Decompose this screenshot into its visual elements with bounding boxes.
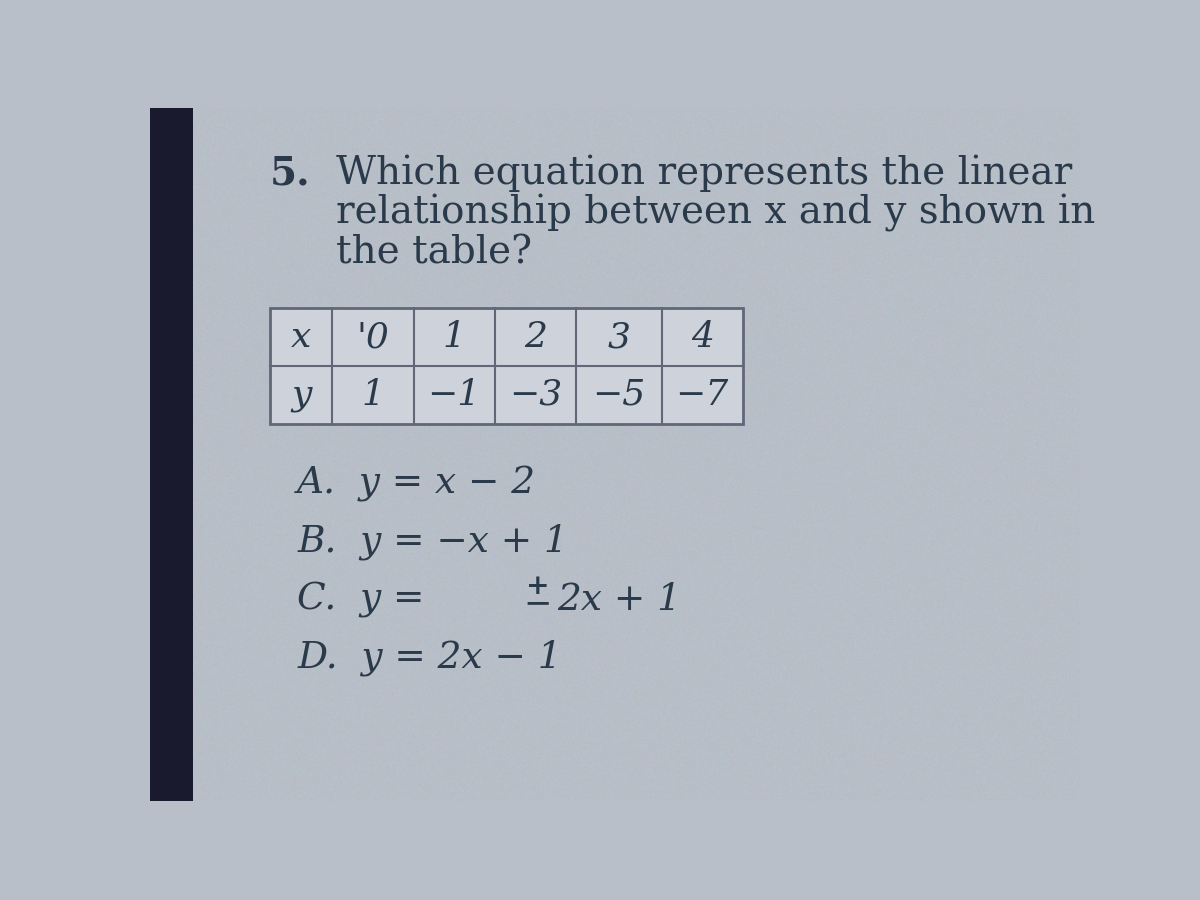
Text: 4: 4 bbox=[691, 320, 714, 354]
Text: Which equation represents the linear: Which equation represents the linear bbox=[336, 154, 1073, 192]
Text: y: y bbox=[290, 378, 311, 412]
Text: the table?: the table? bbox=[336, 234, 532, 271]
Text: '0: '0 bbox=[356, 320, 389, 354]
Text: D.  y = 2x − 1: D. y = 2x − 1 bbox=[298, 639, 562, 676]
Text: −1: −1 bbox=[427, 378, 481, 412]
Text: −5: −5 bbox=[593, 378, 646, 412]
Text: −7: −7 bbox=[676, 378, 728, 412]
Text: B.  y = −x + 1: B. y = −x + 1 bbox=[298, 524, 568, 561]
Text: −: − bbox=[523, 589, 552, 621]
Bar bbox=[150, 108, 193, 801]
FancyBboxPatch shape bbox=[270, 308, 743, 424]
Text: −3: −3 bbox=[509, 378, 562, 412]
Text: x: x bbox=[290, 320, 311, 354]
Text: A.  y = x − 2: A. y = x − 2 bbox=[298, 466, 536, 502]
Text: relationship between x and y shown in: relationship between x and y shown in bbox=[336, 194, 1096, 232]
Text: C.  y =: C. y = bbox=[298, 581, 437, 617]
Text: 1: 1 bbox=[361, 378, 384, 412]
Text: +: + bbox=[526, 572, 550, 599]
Text: 2x + 1: 2x + 1 bbox=[557, 581, 680, 617]
Text: 5.: 5. bbox=[270, 154, 311, 193]
Text: 1: 1 bbox=[443, 320, 466, 354]
Text: 2: 2 bbox=[524, 320, 547, 354]
Text: 3: 3 bbox=[607, 320, 630, 354]
